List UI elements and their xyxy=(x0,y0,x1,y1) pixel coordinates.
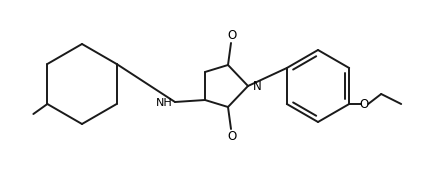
Text: O: O xyxy=(227,131,237,143)
Text: O: O xyxy=(360,98,369,110)
Text: O: O xyxy=(227,29,237,41)
Text: N: N xyxy=(253,79,262,93)
Text: NH: NH xyxy=(156,98,173,108)
